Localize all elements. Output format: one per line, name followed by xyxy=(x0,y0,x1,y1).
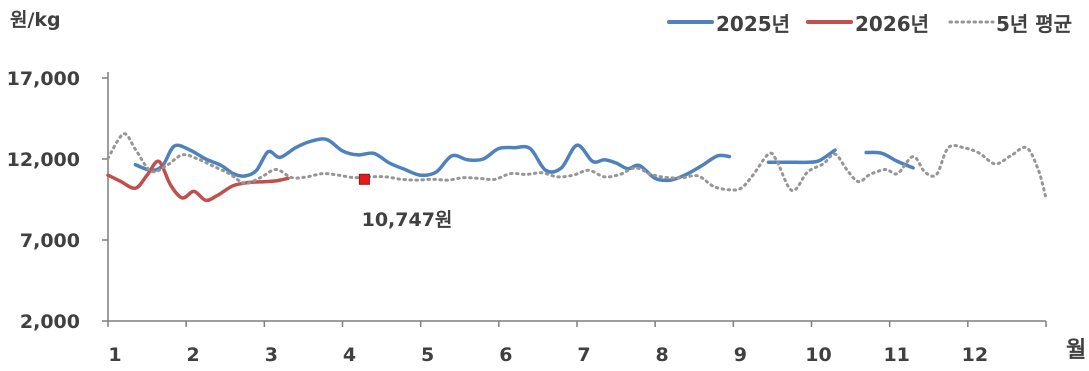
y-axis-unit-label: 원/kg xyxy=(10,9,61,31)
x-tick-label: 6 xyxy=(499,344,512,366)
annotation-marker xyxy=(358,173,370,185)
y-tick-label: 2,000 xyxy=(20,311,80,333)
annotation-group: 10,747원 xyxy=(358,173,453,231)
x-tick-label: 2 xyxy=(187,344,200,366)
legend-label-series-0: 2025년 xyxy=(716,12,790,36)
series-0-line xyxy=(133,137,732,183)
x-tick-label: 3 xyxy=(265,344,278,366)
annotation-label: 10,747원 xyxy=(362,209,453,231)
x-tick-label: 7 xyxy=(577,344,590,366)
x-axis-unit-label: 월 xyxy=(1066,338,1086,363)
x-tick-label: 4 xyxy=(343,344,356,366)
y-tick-label: 17,000 xyxy=(7,68,80,90)
series-2-line xyxy=(106,132,1048,200)
series-0-line xyxy=(766,148,837,165)
legend: 2025년 2026년 5년 평균 xyxy=(667,12,1072,36)
x-tick-label: 8 xyxy=(656,344,669,366)
legend-label-series-1: 2026년 xyxy=(855,12,929,36)
series-group xyxy=(106,132,1048,203)
legend-label-series-2: 5년 평균 xyxy=(996,12,1072,36)
x-tick-label: 9 xyxy=(734,344,747,366)
x-tick-label: 12 xyxy=(962,344,988,366)
x-tick-label: 5 xyxy=(421,344,434,366)
series-1-line xyxy=(106,159,290,203)
x-tick-label: 1 xyxy=(108,344,121,366)
x-tick-label: 10 xyxy=(805,344,831,366)
x-tick-label: 11 xyxy=(883,344,909,366)
y-tick-label: 7,000 xyxy=(20,230,80,252)
y-tick-label: 12,000 xyxy=(7,149,80,171)
